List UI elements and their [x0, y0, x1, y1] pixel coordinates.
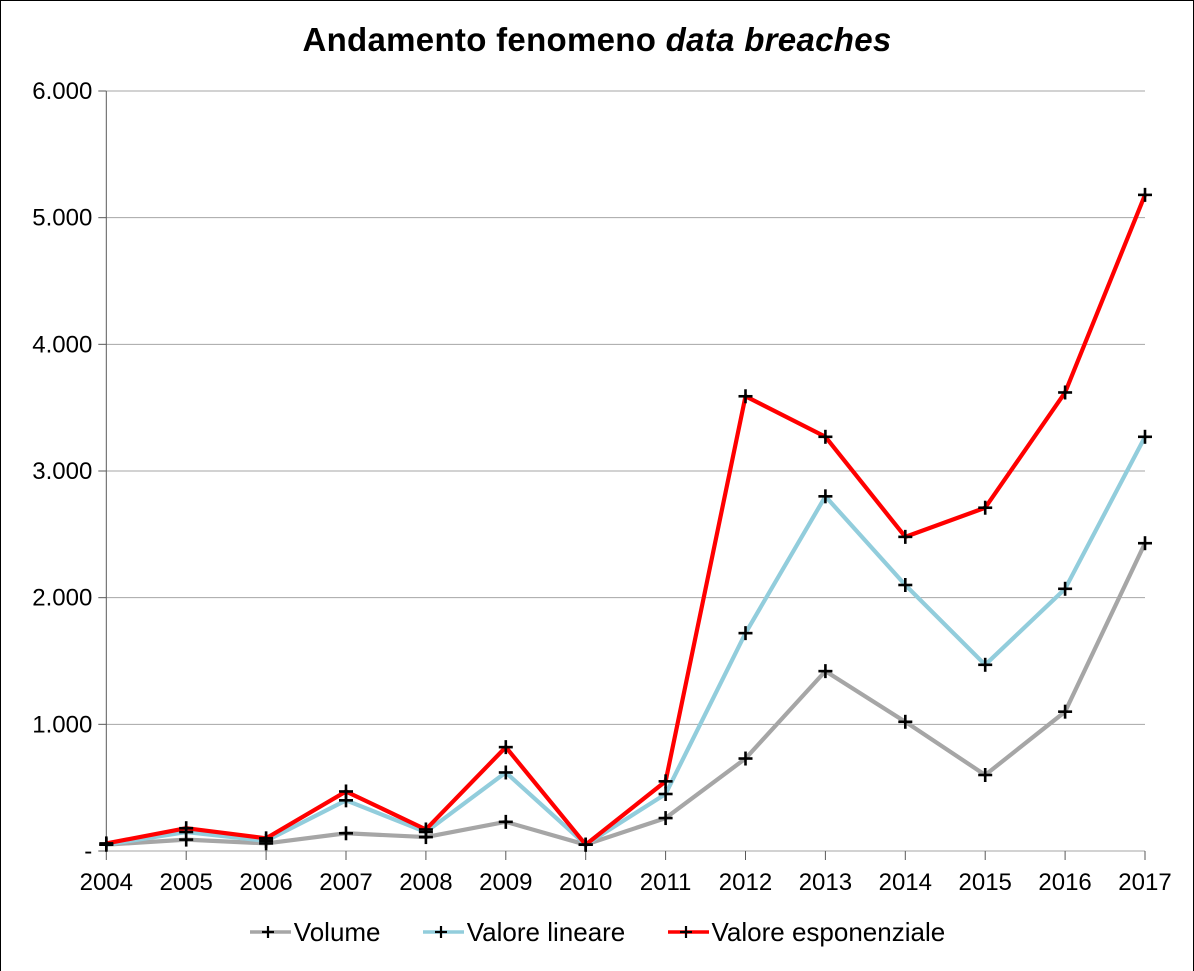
svg-text:2012: 2012: [719, 869, 772, 896]
svg-text:4.000: 4.000: [32, 331, 92, 358]
svg-text:2005: 2005: [160, 869, 213, 896]
svg-text:2009: 2009: [479, 869, 532, 896]
svg-text:2008: 2008: [399, 869, 452, 896]
svg-text:-: -: [84, 838, 92, 865]
svg-text:2004: 2004: [80, 869, 133, 896]
svg-text:2011: 2011: [640, 869, 692, 896]
svg-text:1.000: 1.000: [32, 711, 92, 738]
svg-text:3.000: 3.000: [32, 458, 92, 485]
svg-text:2014: 2014: [879, 869, 932, 896]
svg-text:2.000: 2.000: [32, 585, 92, 612]
svg-text:2007: 2007: [319, 869, 372, 896]
svg-text:5.000: 5.000: [32, 205, 92, 232]
svg-text:2015: 2015: [959, 869, 1012, 896]
svg-text:2010: 2010: [559, 869, 612, 896]
svg-text:6.000: 6.000: [32, 78, 92, 105]
svg-text:2016: 2016: [1038, 869, 1091, 896]
svg-text:2017: 2017: [1118, 869, 1171, 896]
svg-text:2013: 2013: [799, 869, 852, 896]
svg-text:2006: 2006: [239, 869, 292, 896]
